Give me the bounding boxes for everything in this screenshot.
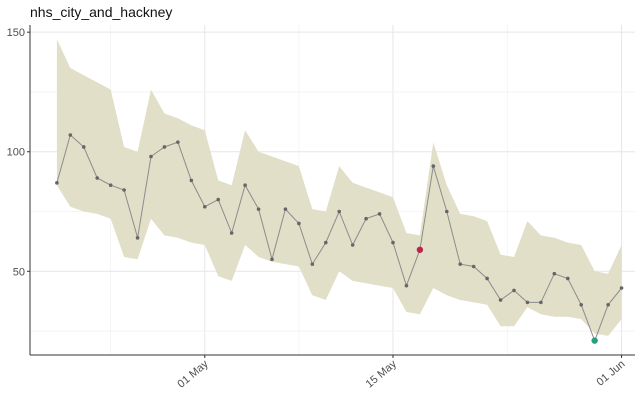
data-point — [162, 145, 167, 149]
data-point — [310, 262, 315, 266]
data-point — [498, 298, 503, 302]
data-point — [525, 300, 530, 305]
y-tick-label: 100 — [7, 147, 25, 159]
y-tick-label: 50 — [13, 266, 25, 278]
data-point — [149, 154, 153, 159]
low-point — [591, 337, 598, 344]
data-point — [606, 302, 610, 307]
data-point — [539, 300, 543, 305]
data-point — [619, 286, 624, 290]
data-point — [229, 231, 234, 235]
x-tick-label: 15 May — [364, 358, 400, 391]
data-point — [216, 197, 221, 202]
data-point — [122, 188, 126, 192]
confidence-band — [56, 39, 622, 336]
data-point — [256, 207, 261, 211]
data-point — [579, 302, 584, 307]
y-tick-label: 150 — [7, 27, 25, 39]
x-tick-label: 01 Jun — [594, 358, 627, 388]
data-point — [108, 183, 113, 188]
data-point — [189, 178, 194, 183]
high-point — [416, 246, 424, 253]
data-point — [512, 288, 516, 293]
data-point — [202, 204, 207, 209]
data-point — [552, 271, 557, 276]
data-point — [404, 283, 409, 288]
data-point — [55, 181, 59, 185]
point-layer — [55, 133, 624, 344]
data-point — [283, 207, 288, 211]
chart-title: nhs_city_and_hackney — [30, 4, 173, 20]
data-point — [458, 262, 463, 266]
data-point — [471, 264, 476, 269]
x-tick-label: 01 May — [175, 358, 211, 391]
data-point — [297, 221, 301, 226]
data-point — [176, 140, 180, 144]
data-point — [337, 209, 342, 214]
data-point — [95, 176, 100, 180]
data-point — [270, 257, 274, 262]
data-point — [243, 183, 247, 188]
data-point — [68, 133, 73, 137]
data-point — [431, 164, 436, 168]
data-point — [364, 216, 368, 221]
data-point — [444, 209, 449, 214]
data-point — [565, 276, 570, 281]
data-point — [81, 145, 86, 149]
data-point — [323, 240, 328, 245]
band-layer — [56, 39, 622, 336]
data-point — [377, 212, 382, 216]
data-point — [485, 276, 489, 281]
data-point — [350, 243, 355, 247]
data-point — [135, 236, 140, 240]
data-point — [391, 240, 395, 245]
